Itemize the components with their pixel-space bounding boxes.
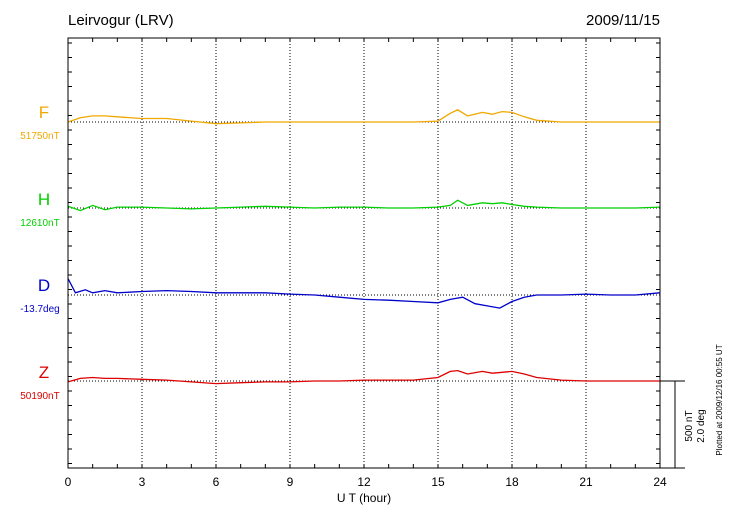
series-baseline-label-z: 50190nT <box>20 391 59 402</box>
x-tick-label: 18 <box>505 475 519 489</box>
series-line-d <box>67 278 661 309</box>
series-line-z <box>67 369 660 385</box>
station-title: Leirvogur (LRV) <box>68 12 174 29</box>
series-name-f: F <box>39 103 49 122</box>
scale-label-deg: 2.0 deg <box>696 409 707 442</box>
series-baseline-label-h: 12610nT <box>20 218 59 229</box>
x-tick-label: 9 <box>287 475 294 489</box>
series-line-h <box>67 199 661 212</box>
series-name-h: H <box>38 190 50 209</box>
x-tick-label: 15 <box>431 475 445 489</box>
series-baseline-label-f: 51750nT <box>20 131 59 142</box>
series-baseline-label-d: -13.7deg <box>20 304 59 315</box>
series-lines <box>67 109 661 385</box>
series-line-f <box>67 109 660 125</box>
series-name-d: D <box>38 276 50 295</box>
x-tick-label: 6 <box>213 475 220 489</box>
scale-bar: 500 nT 2.0 deg <box>660 380 707 469</box>
frame-ticks <box>68 38 660 468</box>
plotted-timestamp: Plotted at 2009/12/16 00:55 UT <box>715 344 724 455</box>
x-tick-label: 24 <box>653 475 667 489</box>
x-tick-label: 0 <box>65 475 72 489</box>
series-labels: F 51750nT H 12610nT D -13.7deg Z 50190nT <box>20 103 59 402</box>
x-tick-labels: 0 3 6 9 12 15 18 21 24 <box>65 475 667 489</box>
x-tick-label: 3 <box>139 475 146 489</box>
series-name-z: Z <box>39 363 49 382</box>
x-tick-label: 21 <box>579 475 593 489</box>
date-title: 2009/11/15 <box>586 12 660 29</box>
scale-label-nt: 500 nT <box>684 410 695 441</box>
x-tick-label: 12 <box>357 475 371 489</box>
x-axis-label: U T (hour) <box>337 491 391 505</box>
